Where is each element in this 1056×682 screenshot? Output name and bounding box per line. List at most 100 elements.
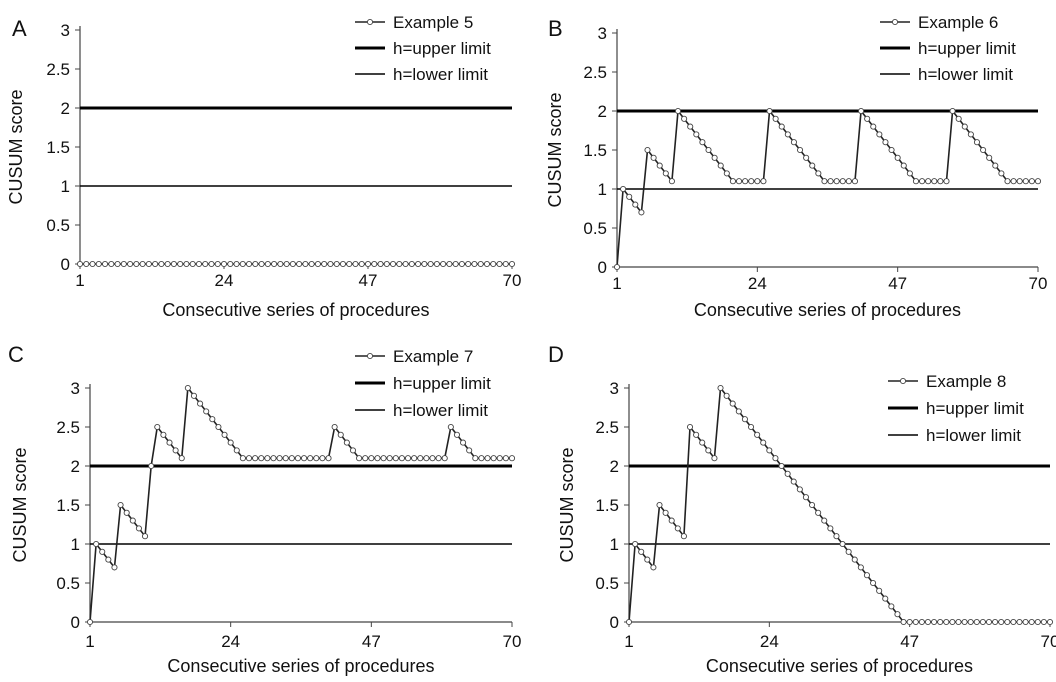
legend-lower-label: h=lower limit — [393, 401, 488, 420]
data-point — [252, 455, 259, 462]
y-tick-label: 0.5 — [46, 216, 70, 235]
data-point — [233, 447, 240, 454]
data-point — [613, 263, 621, 271]
x-tick-label: 70 — [503, 271, 522, 290]
data-point — [778, 123, 785, 130]
data-point — [839, 178, 846, 185]
y-tick-label: 2.5 — [46, 60, 70, 79]
data-point — [460, 439, 467, 446]
data-point — [135, 525, 142, 532]
data-point — [784, 131, 791, 138]
legend-upper-label: h=upper limit — [393, 39, 491, 58]
data-point — [937, 618, 944, 626]
data-point — [803, 154, 810, 161]
x-tick-label: 1 — [612, 274, 621, 293]
data-point — [221, 431, 228, 438]
data-point — [368, 455, 375, 462]
data-point — [139, 260, 146, 268]
data-point — [1004, 178, 1011, 185]
data-point — [674, 107, 682, 115]
data-point — [973, 139, 981, 146]
data-point — [766, 107, 773, 115]
data-point — [955, 115, 962, 122]
data-point — [680, 533, 687, 540]
data-point — [374, 455, 381, 462]
data-point — [271, 260, 278, 268]
legend-lower-label: h=lower limit — [926, 426, 1021, 445]
y-tick-label: 0.5 — [56, 574, 80, 593]
data-point — [429, 455, 436, 462]
data-point — [638, 548, 645, 555]
data-point — [839, 540, 846, 548]
data-point — [508, 455, 516, 462]
data-point — [980, 146, 987, 154]
legend: Example 5 h=upper limit h=lower limit — [355, 13, 491, 84]
data-point — [356, 455, 363, 462]
data-point — [650, 154, 657, 161]
data-point — [986, 154, 993, 161]
y-tick-label: 1 — [610, 535, 619, 554]
data-point — [435, 455, 442, 462]
data-point — [772, 455, 779, 462]
data-point — [827, 525, 834, 532]
x-tick-label: 24 — [760, 632, 779, 651]
y-axis-title: CUSUM score — [557, 447, 577, 562]
data-point — [148, 462, 155, 470]
data-point — [129, 517, 136, 524]
x-tick-label: 47 — [362, 632, 381, 651]
data-point — [76, 260, 84, 268]
data-point — [484, 455, 491, 462]
data-point — [423, 455, 430, 462]
x-tick-label: 47 — [888, 274, 907, 293]
data-point — [888, 603, 895, 610]
data-point — [441, 455, 448, 462]
data-point — [632, 540, 639, 548]
data-point — [778, 462, 785, 470]
x-tick-label: 1 — [624, 632, 633, 651]
data-point — [108, 260, 115, 268]
data-point — [992, 162, 999, 169]
data-point — [821, 517, 828, 524]
legend-series-label: Example 6 — [918, 13, 998, 32]
x-tick-label: 24 — [221, 632, 240, 651]
data-point — [906, 618, 913, 626]
data-point — [404, 455, 412, 462]
data-point — [380, 455, 387, 462]
data-point — [1016, 618, 1023, 626]
data-point — [711, 455, 718, 462]
data-point — [215, 423, 222, 431]
data-point — [392, 455, 399, 462]
data-point — [141, 533, 149, 540]
data-point — [377, 260, 384, 268]
x-axis-title: Consecutive series of procedures — [162, 300, 429, 320]
data-point — [314, 260, 321, 268]
data-point — [117, 501, 124, 509]
data-point — [894, 154, 901, 161]
legend: Example 6 h=upper limit h=lower limit — [880, 13, 1016, 84]
x-axis-title: Consecutive series of procedures — [694, 300, 961, 320]
x-tick-label: 24 — [215, 271, 234, 290]
data-point — [294, 455, 301, 462]
data-point — [973, 618, 980, 626]
data-point — [717, 162, 724, 169]
y-tick-label: 1 — [598, 180, 607, 199]
data-point — [808, 501, 816, 509]
data-point — [252, 260, 259, 268]
data-point — [208, 260, 215, 268]
data-point — [809, 162, 816, 169]
data-point — [190, 392, 198, 399]
data-point — [1046, 618, 1054, 626]
data-point — [833, 533, 840, 540]
data-point — [1034, 178, 1042, 185]
data-point — [408, 260, 415, 268]
data-point — [662, 509, 669, 516]
data-point — [705, 447, 712, 454]
data-point — [967, 131, 974, 138]
data-point — [86, 618, 94, 626]
data-point — [998, 618, 1005, 626]
panel-a: A 0 0.5 1 1.5 2 2.5 3 1 24 47 70 CUSUM score Consecut… — [6, 13, 521, 320]
data-point — [203, 408, 210, 415]
data-point — [270, 455, 277, 462]
legend-upper-label: h=upper limit — [918, 39, 1016, 58]
data-point — [337, 431, 344, 438]
